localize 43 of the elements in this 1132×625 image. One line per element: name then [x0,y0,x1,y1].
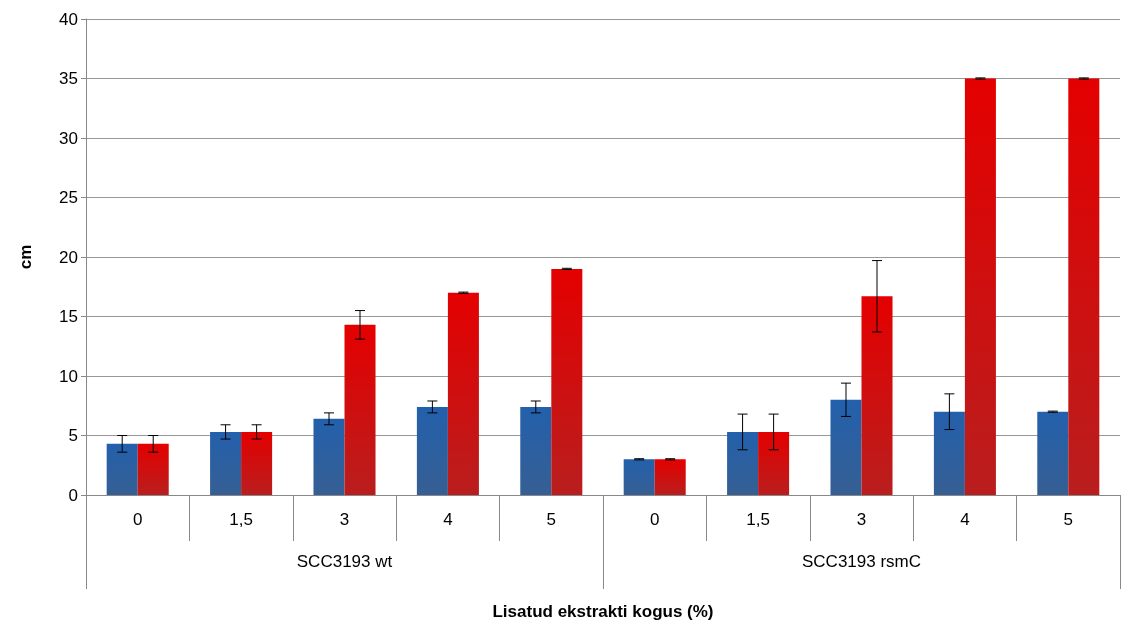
bar [654,459,686,495]
bar [1068,78,1100,495]
bar [416,406,448,495]
x-tick-label: 0 [132,510,143,529]
x-tick-label: 1,5 [229,510,253,529]
x-axis-title: Lisatud ekstrakti kogus (%) [492,602,714,621]
bar [830,399,862,495]
bar [758,431,790,495]
bar [344,324,376,495]
x-tick-label: 1,5 [746,510,770,529]
y-tick-label: 5 [68,426,78,445]
y-tick-label: 35 [59,69,78,88]
y-tick-label: 40 [59,9,78,29]
bar [551,268,583,495]
bar [137,443,169,495]
bar [520,406,552,495]
x-tick-label: 3 [339,510,350,529]
bar [241,431,273,495]
y-tick-label: 25 [59,188,78,207]
bar [313,418,345,495]
x-tick-label: 4 [443,510,453,529]
y-axis-title: cm [16,244,35,270]
bar [106,443,138,495]
bar [727,431,759,495]
y-tick-label: 0 [68,485,78,505]
bar [623,459,655,495]
x-tick-label: 5 [546,510,557,529]
x-tick-label: 3 [856,510,867,529]
bar [1037,411,1069,495]
x-tick-label: 4 [960,510,970,529]
x-tick-label: 5 [1063,510,1074,529]
bar [210,431,242,495]
bar [933,411,965,495]
y-tick-label: 30 [59,128,78,148]
text: SCC3193 wt [296,552,393,571]
y-tick-label: 15 [59,307,78,326]
y-tick-label: 10 [59,366,78,386]
bar [447,292,479,495]
x-tick-label: 0 [649,510,660,529]
bar [861,296,893,495]
y-tick-label: 20 [59,247,78,267]
bar [964,78,996,495]
text: SCC3193 rsmC [801,552,922,571]
